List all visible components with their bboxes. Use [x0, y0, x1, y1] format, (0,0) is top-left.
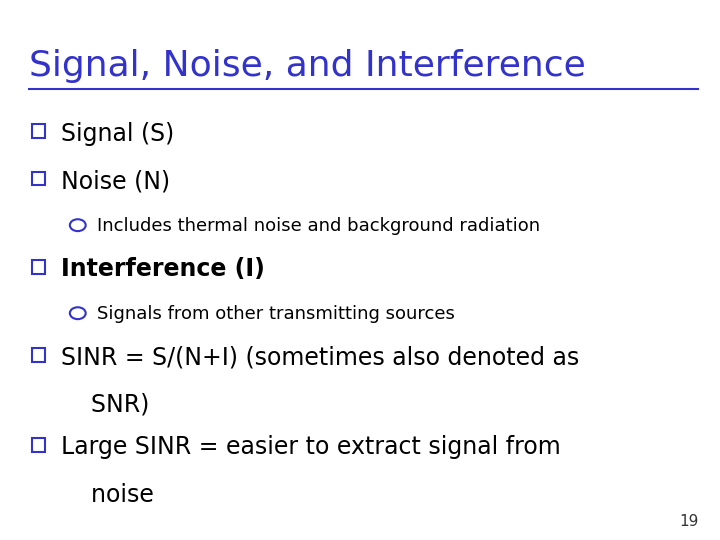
FancyBboxPatch shape: [32, 124, 45, 138]
Circle shape: [70, 307, 86, 319]
Text: SNR): SNR): [61, 393, 150, 416]
Text: SINR = S/(N+I) (sometimes also denoted as: SINR = S/(N+I) (sometimes also denoted a…: [61, 345, 580, 369]
Text: Signal, Noise, and Interference: Signal, Noise, and Interference: [29, 49, 585, 83]
Text: Signals from other transmitting sources: Signals from other transmitting sources: [97, 305, 455, 322]
Text: Interference (I): Interference (I): [61, 257, 265, 281]
Circle shape: [70, 219, 86, 231]
FancyBboxPatch shape: [32, 172, 45, 185]
Text: Large SINR = easier to extract signal from: Large SINR = easier to extract signal fr…: [61, 435, 561, 460]
FancyBboxPatch shape: [32, 438, 45, 452]
FancyBboxPatch shape: [32, 348, 45, 361]
Text: Includes thermal noise and background radiation: Includes thermal noise and background ra…: [97, 217, 540, 234]
Text: Noise (N): Noise (N): [61, 169, 171, 193]
Text: noise: noise: [61, 483, 154, 507]
Text: Signal (S): Signal (S): [61, 122, 174, 145]
Text: 19: 19: [679, 514, 698, 529]
FancyBboxPatch shape: [32, 260, 45, 273]
